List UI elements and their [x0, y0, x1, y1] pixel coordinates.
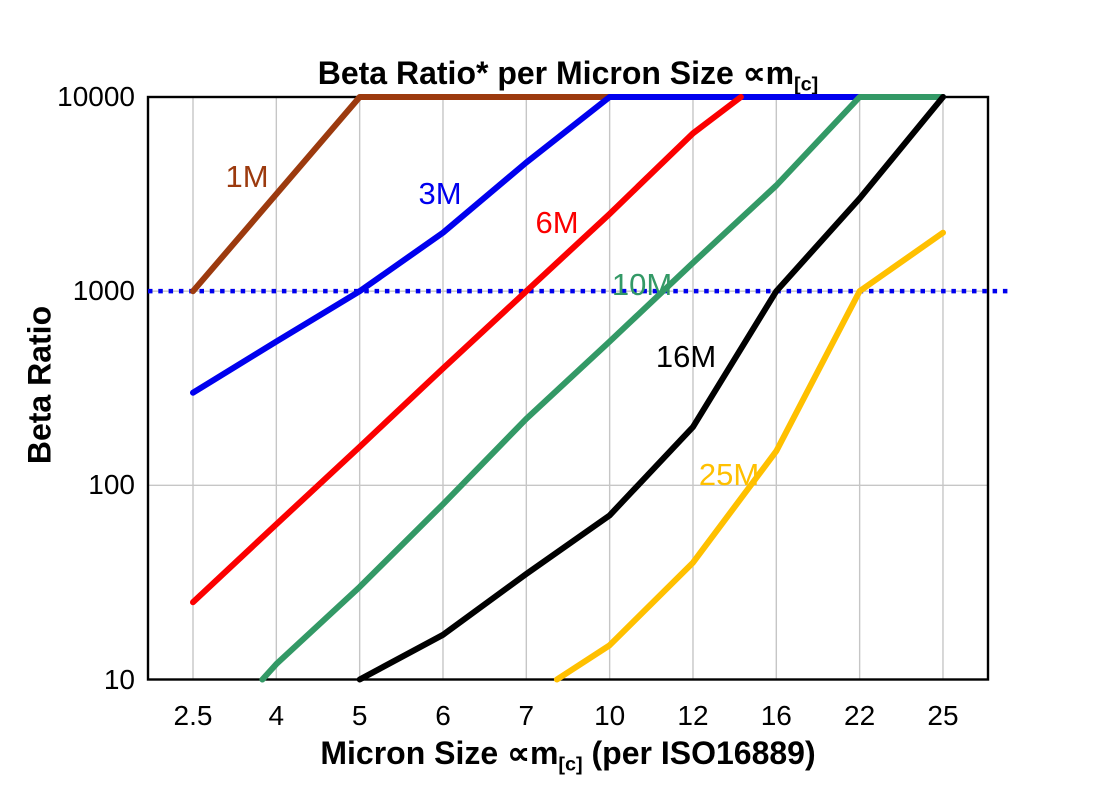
x-tick-5: 5 [351, 700, 368, 731]
y-tick-1000: 1000 [72, 275, 135, 307]
chart-title-symbol: ∝m [742, 55, 795, 91]
chart-title-subscript: [c] [794, 73, 819, 96]
series-line-16M [356, 94, 946, 683]
x-axis-title-suffix: (per ISO16889) [582, 735, 816, 771]
x-axis-title-subscript: [c] [558, 753, 583, 776]
x-tick-4: 4 [268, 700, 285, 731]
x-tick-6: 6 [435, 700, 451, 731]
x-axis-title-text: Micron Size [320, 735, 508, 771]
y-tick-10: 10 [103, 663, 135, 695]
plot-frame [146, 95, 990, 681]
curve-label-1M: 1M [225, 159, 269, 194]
series-line-25M [553, 229, 946, 683]
y-tick-10000: 10000 [57, 81, 135, 112]
x-tick-2.5: 2.5 [173, 700, 213, 731]
series-line-3M [190, 94, 946, 396]
curve-label-16M: 16M [655, 339, 717, 374]
x-axis-title-symbol: ∝m [507, 735, 559, 771]
chart-title-text: Beta Ratio* per Micron Size [317, 55, 743, 91]
x-tick-16: 16 [760, 700, 792, 731]
y-tick-100: 100 [88, 469, 135, 501]
curve-label-3M: 3M [418, 176, 462, 211]
series-line-10M [259, 94, 946, 683]
x-tick-22: 22 [844, 700, 876, 731]
x-axis-title: Micron Size ∝m[c] (per ISO16889) [128, 734, 1008, 776]
x-tick-7: 7 [518, 700, 535, 731]
curve-label-6M: 6M [535, 205, 579, 240]
series-line-6M [190, 94, 744, 606]
x-tick-12: 12 [677, 700, 709, 731]
curve-label-25M: 25M [698, 457, 760, 492]
chart-title: Beta Ratio* per Micron Size ∝m[c] [128, 54, 1008, 96]
x-tick-10: 10 [594, 700, 626, 731]
curve-label-10M: 10M [611, 267, 673, 302]
x-tick-25: 25 [927, 700, 959, 731]
